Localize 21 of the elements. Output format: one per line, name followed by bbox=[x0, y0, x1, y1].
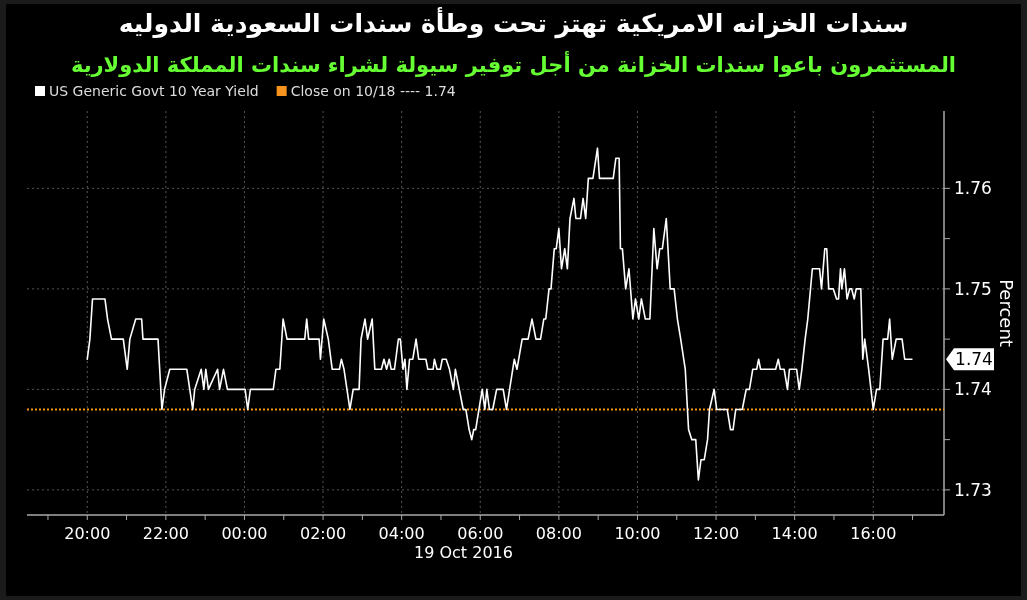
x-tick-label: 10:00 bbox=[614, 524, 661, 543]
y-tick-label: 1.75 bbox=[954, 278, 992, 299]
legend-label: US Generic Govt 10 Year Yield bbox=[49, 83, 259, 99]
x-tick-label: 04:00 bbox=[378, 524, 425, 543]
x-tick-label: 00:00 bbox=[221, 524, 268, 543]
x-tick-label: 14:00 bbox=[771, 524, 818, 543]
x-tick-label: 22:00 bbox=[142, 524, 189, 543]
subtitle: المستثمرون باعوا سندات الخزانة من أجل توفير سيولة لشراء سندات المملكة الدولارية bbox=[70, 53, 957, 77]
y-tick-label: 1.73 bbox=[954, 479, 992, 500]
x-tick-label: 12:00 bbox=[693, 524, 740, 543]
xlabel: 19 Oct 2016 bbox=[414, 543, 513, 562]
x-tick-label: 08:00 bbox=[535, 524, 582, 543]
x-tick-label: 02:00 bbox=[300, 524, 347, 543]
x-tick-label: 06:00 bbox=[457, 524, 504, 543]
x-tick-label: 20:00 bbox=[64, 524, 111, 543]
x-tick-label: 16:00 bbox=[850, 524, 897, 543]
ylabel: Percent bbox=[996, 279, 1017, 347]
y-tick-label: 1.74 bbox=[954, 379, 992, 400]
y-tick-label: 1.76 bbox=[954, 178, 992, 199]
title: سندات الخزانه الامريكية تهتز تحت وطأة سندات السعودية الدوليه bbox=[118, 9, 909, 38]
legend-label: Close on 10/18 ---- 1.74 bbox=[290, 83, 456, 99]
